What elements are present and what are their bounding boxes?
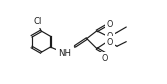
Text: Cl: Cl — [34, 17, 42, 26]
Text: O: O — [107, 20, 113, 29]
Text: O: O — [107, 38, 113, 47]
Text: O: O — [101, 54, 108, 63]
Text: O: O — [107, 32, 113, 41]
Text: NH: NH — [59, 49, 71, 58]
